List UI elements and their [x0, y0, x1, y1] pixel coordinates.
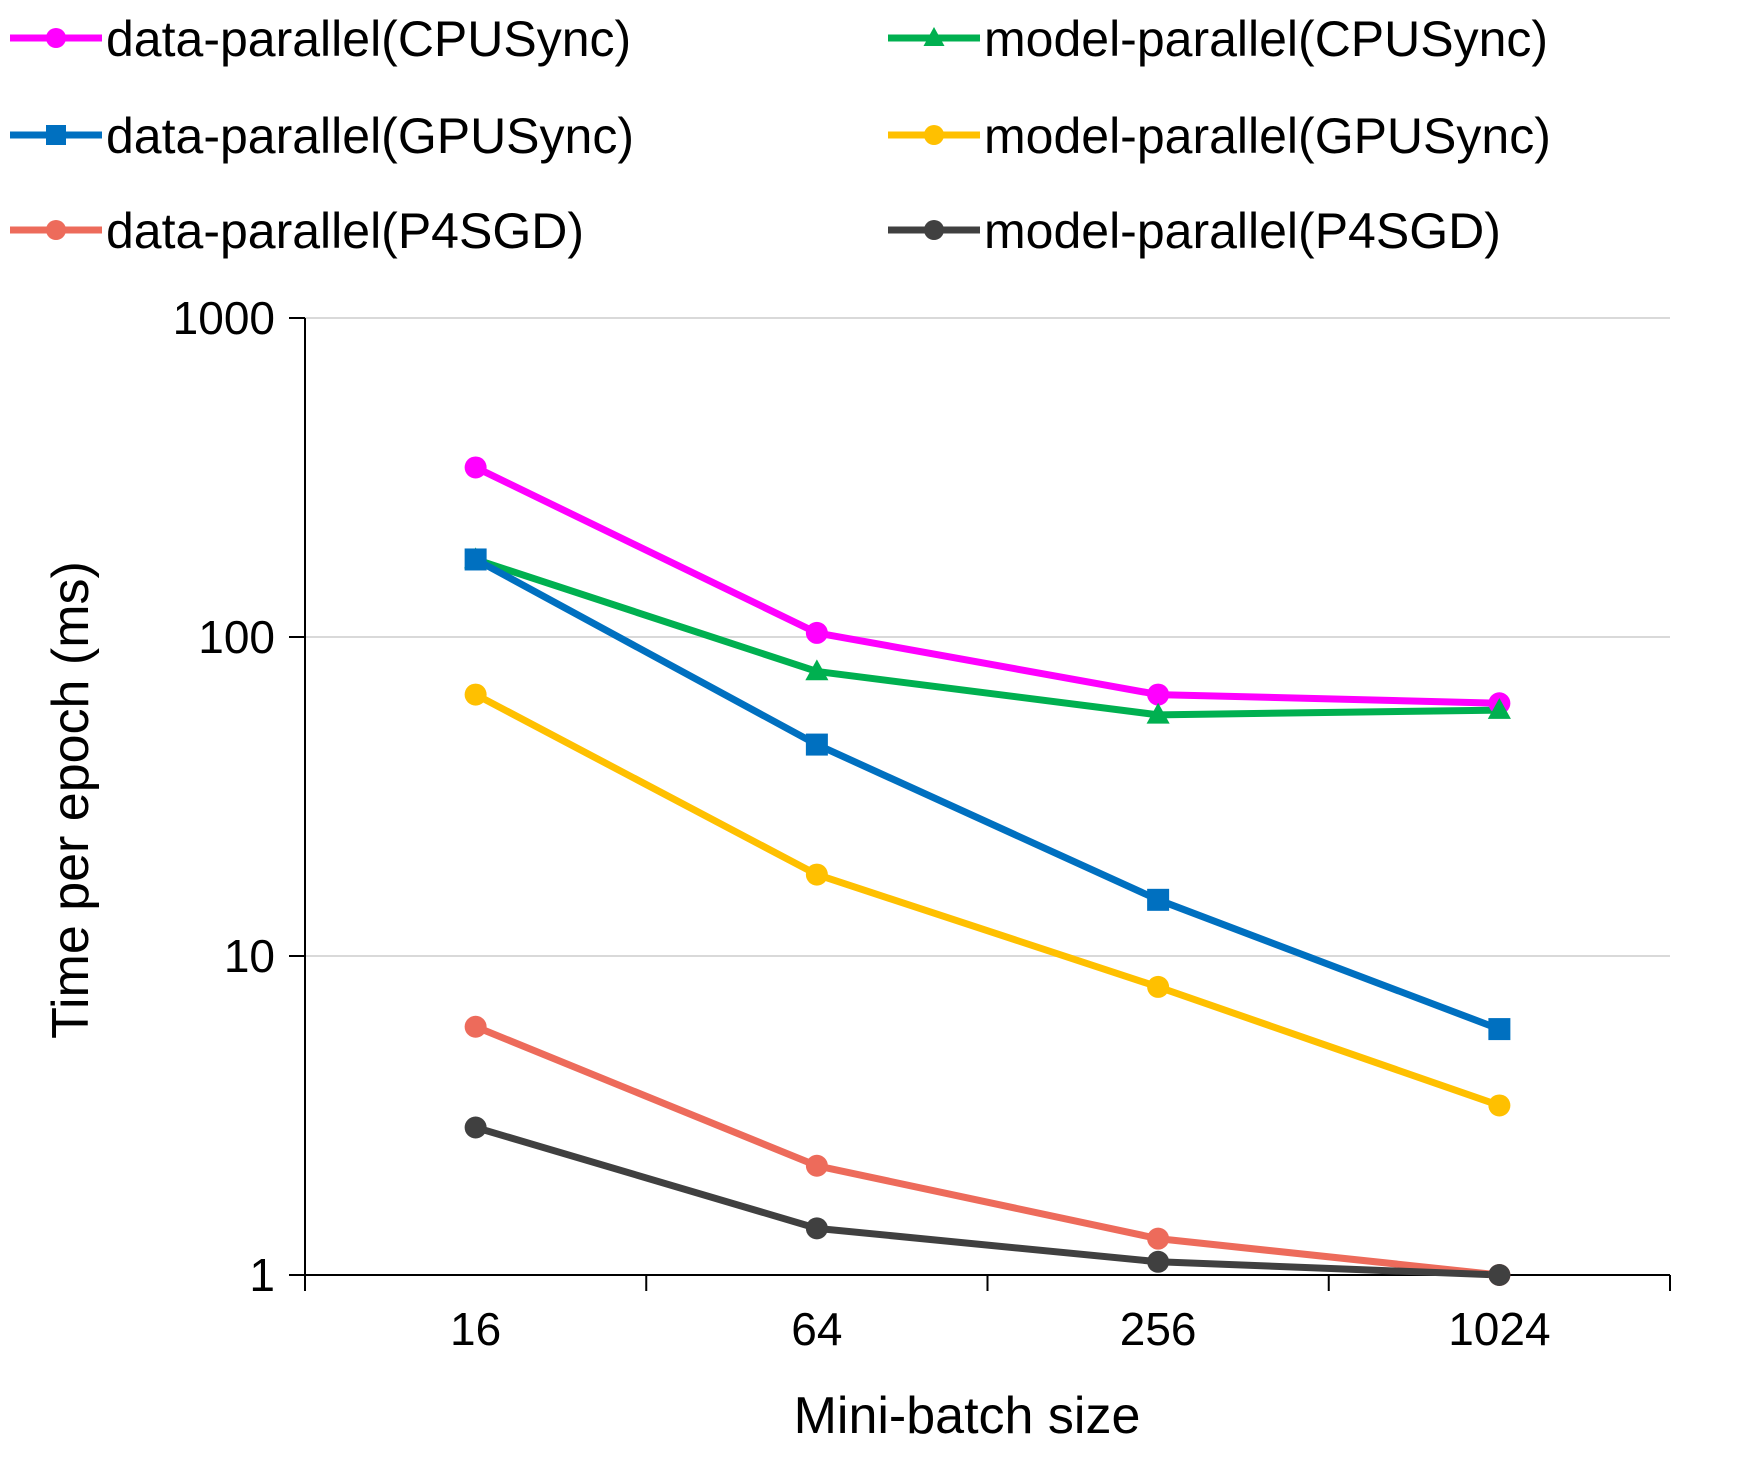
data-point-data-parallel-p4sgd — [464, 1015, 487, 1038]
y-tick-label: 1000 — [173, 292, 275, 344]
x-tick-label: 64 — [791, 1303, 842, 1355]
legend-label: model-parallel(CPUSync) — [984, 11, 1548, 67]
data-point-data-parallel-gpusync — [1488, 1018, 1511, 1041]
legend-item-data-parallel-cpusync: data-parallel(CPUSync) — [10, 11, 631, 67]
legend-label: data-parallel(P4SGD) — [106, 203, 584, 259]
series-line-data-parallel-gpusync — [472, 555, 1503, 1033]
data-point-model-parallel-gpusync — [1488, 1094, 1511, 1117]
series-line-model-parallel-gpusync — [472, 691, 1503, 1109]
series-line-model-parallel-p4sgd — [472, 1123, 1503, 1279]
legend-label: model-parallel(GPUSync) — [984, 108, 1551, 164]
legend-item-model-parallel-gpusync: model-parallel(GPUSync) — [888, 108, 1551, 164]
series-line-model-parallel-cpusync — [472, 555, 1503, 719]
series-line-data-parallel-p4sgd — [472, 1023, 1503, 1279]
legend-swatch-marker — [46, 125, 66, 145]
legend-item-data-parallel-gpusync: data-parallel(GPUSync) — [10, 108, 634, 164]
series-markers — [464, 456, 1511, 1286]
data-point-data-parallel-cpusync — [1147, 683, 1170, 706]
data-point-model-parallel-p4sgd — [1488, 1264, 1511, 1286]
legend-swatch-marker — [46, 220, 66, 240]
legend-label: data-parallel(GPUSync) — [106, 108, 634, 164]
x-tick-label: 16 — [450, 1303, 501, 1355]
data-point-model-parallel-gpusync — [464, 683, 487, 706]
data-point-model-parallel-cpusync — [1487, 697, 1511, 719]
data-point-model-parallel-p4sgd — [1147, 1250, 1170, 1273]
legend-swatch-marker — [924, 220, 944, 240]
data-point-model-parallel-cpusync — [805, 659, 829, 681]
data-point-model-parallel-p4sgd — [805, 1217, 828, 1240]
x-tick-label: 1024 — [1448, 1303, 1550, 1355]
data-point-model-parallel-gpusync — [805, 863, 828, 886]
legend-swatch-marker — [924, 125, 944, 145]
legend-label: data-parallel(CPUSync) — [106, 11, 631, 67]
data-point-data-parallel-gpusync — [464, 548, 487, 571]
y-tick-label: 100 — [198, 611, 275, 663]
data-point-data-parallel-p4sgd — [1147, 1227, 1170, 1250]
data-point-model-parallel-gpusync — [1147, 975, 1170, 998]
legend-item-model-parallel-cpusync: model-parallel(CPUSync) — [888, 11, 1548, 67]
series-lines — [472, 463, 1503, 1279]
legend-swatch-marker — [923, 27, 945, 46]
tick-labels: 1 10 100 1000 16 64 256 1024 — [173, 292, 1551, 1355]
data-point-model-parallel-p4sgd — [464, 1116, 487, 1139]
data-point-data-parallel-cpusync — [464, 456, 487, 479]
data-point-data-parallel-gpusync — [805, 733, 828, 756]
x-axis-title: Mini-batch size — [794, 1387, 1141, 1445]
data-point-model-parallel-cpusync — [1146, 702, 1170, 724]
x-tick-label: 256 — [1120, 1303, 1197, 1355]
axes — [289, 317, 1671, 1291]
legend-item-model-parallel-p4sgd: model-parallel(P4SGD) — [888, 203, 1501, 259]
y-tick-label: 10 — [224, 930, 275, 982]
legend-swatch-marker — [46, 28, 66, 48]
series-line-data-parallel-cpusync — [472, 463, 1503, 707]
legend-label: model-parallel(P4SGD) — [984, 203, 1501, 259]
data-point-data-parallel-cpusync — [805, 621, 828, 644]
y-tick-label: 1 — [249, 1249, 275, 1301]
legend: data-parallel(CPUSync) model-parallel(CPU… — [10, 11, 1551, 259]
data-point-data-parallel-p4sgd — [805, 1154, 828, 1177]
legend-item-data-parallel-p4sgd: data-parallel(P4SGD) — [10, 203, 584, 259]
y-axis-title: Time per epoch (ms) — [42, 561, 100, 1039]
data-point-data-parallel-gpusync — [1147, 888, 1170, 911]
gridlines — [305, 317, 1670, 957]
